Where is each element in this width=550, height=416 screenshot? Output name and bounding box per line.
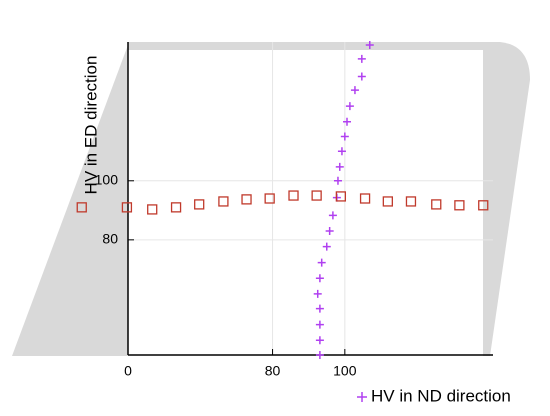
point [333, 176, 342, 185]
point [382, 196, 393, 207]
point [328, 211, 337, 220]
y-tick-label: 100 [95, 171, 119, 187]
point [121, 202, 133, 213]
point [350, 86, 359, 95]
point [264, 193, 275, 204]
backdrop-right [483, 42, 530, 356]
point [317, 258, 326, 267]
point [315, 351, 324, 359]
point [325, 226, 334, 235]
point [194, 199, 205, 210]
point [405, 196, 417, 207]
point [170, 202, 182, 213]
point [315, 336, 324, 345]
point [335, 191, 347, 202]
backdrop-top [128, 42, 486, 50]
point [322, 242, 331, 251]
legend-label: HV in ND direction [371, 386, 511, 405]
point [454, 200, 465, 211]
point [343, 117, 351, 126]
point [288, 190, 299, 201]
point [359, 193, 371, 204]
point [76, 202, 87, 213]
point [337, 147, 346, 156]
y-axis-label: HV in ED direction [81, 56, 100, 195]
legend-marker [357, 392, 367, 402]
point [431, 199, 442, 210]
point [365, 40, 374, 49]
point [315, 304, 324, 313]
point [340, 132, 349, 141]
point [357, 54, 366, 63]
backdrop-left [12, 45, 128, 356]
point [357, 72, 366, 81]
point [345, 102, 354, 111]
point [313, 289, 322, 298]
point [478, 200, 489, 211]
x-tick-label: 80 [265, 363, 281, 379]
y-tick-label: 80 [102, 231, 118, 247]
point [218, 196, 229, 207]
point [311, 190, 322, 201]
point [315, 274, 324, 283]
point [147, 204, 158, 215]
point [241, 194, 252, 205]
x-tick-label: 100 [333, 363, 357, 379]
point [315, 320, 324, 329]
x-tick-label: 0 [124, 363, 132, 379]
point [335, 162, 344, 171]
